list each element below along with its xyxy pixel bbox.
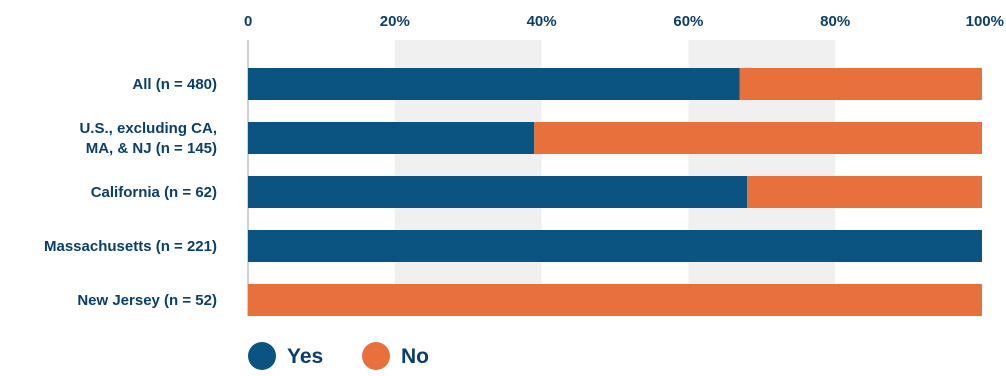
bar-yes bbox=[248, 176, 748, 208]
legend-label-no: No bbox=[401, 345, 429, 368]
bar-no bbox=[739, 68, 982, 100]
category-label: All (n = 480) bbox=[132, 76, 217, 93]
x-tick-label: 60% bbox=[673, 13, 703, 30]
bars bbox=[248, 68, 982, 316]
x-tick-label: 80% bbox=[820, 13, 850, 30]
legend: Yes No bbox=[248, 342, 429, 370]
x-tick-label: 100% bbox=[966, 13, 1004, 30]
bar-yes bbox=[248, 122, 535, 154]
category-label: New Jersey (n = 52) bbox=[77, 292, 217, 309]
category-label: Massachusetts (n = 221) bbox=[44, 238, 217, 255]
x-tick-label: 20% bbox=[380, 13, 410, 30]
bar-no bbox=[248, 284, 982, 316]
legend-swatch-no bbox=[362, 342, 390, 370]
bar-yes bbox=[248, 230, 982, 262]
bar-no bbox=[747, 176, 982, 208]
bar-no bbox=[534, 122, 982, 154]
x-tick-label: 40% bbox=[527, 13, 557, 30]
legend-swatch-yes bbox=[248, 342, 276, 370]
bar-yes bbox=[248, 68, 740, 100]
x-tick-labels: 0 20% 40% 60% 80% 100% bbox=[244, 13, 1004, 30]
category-label: U.S., excluding CA, bbox=[79, 120, 217, 137]
x-tick-label: 0 bbox=[244, 13, 252, 30]
category-label: MA, & NJ (n = 145) bbox=[86, 140, 217, 157]
category-label: California (n = 62) bbox=[91, 184, 217, 201]
legend-label-yes: Yes bbox=[287, 345, 323, 368]
category-labels: All (n = 480) U.S., excluding CA, MA, & NJ… bbox=[44, 76, 217, 309]
